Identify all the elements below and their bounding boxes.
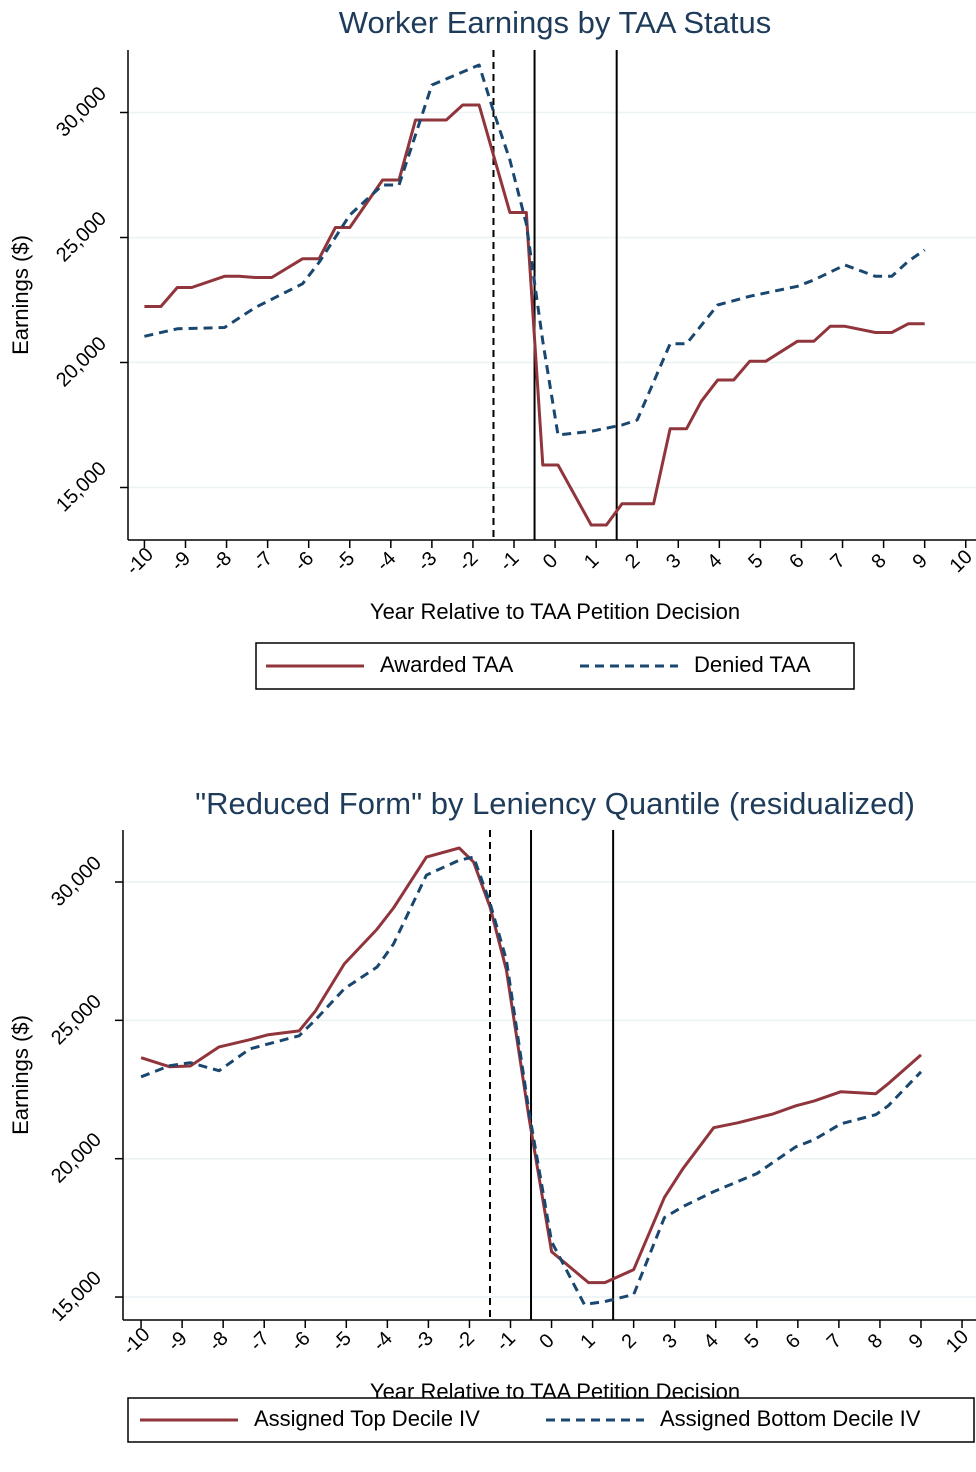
x-tick-label: -8	[208, 547, 236, 575]
x-tick-label: 1	[580, 550, 603, 573]
x-tick-label: 10	[942, 1326, 973, 1357]
y-tick-label: 15,000	[52, 458, 111, 517]
x-tick-label: 0	[539, 550, 562, 573]
x-tick-label: -9	[167, 547, 195, 575]
x-tick-label: -4	[369, 1327, 397, 1355]
x-axis-label: Year Relative to TAA Petition Decision	[370, 599, 740, 624]
x-tick-label: -5	[328, 1327, 356, 1355]
x-tick-label: -2	[451, 1327, 479, 1355]
x-tick-label: -5	[331, 547, 359, 575]
x-tick-label: -3	[413, 547, 441, 575]
x-tick-label: 7	[826, 550, 849, 573]
x-tick-label: -1	[492, 1327, 520, 1355]
x-tick-label: 3	[662, 550, 685, 573]
x-tick-label: 4	[703, 550, 726, 573]
series-line	[140, 855, 923, 1306]
x-tick-label: -6	[290, 547, 318, 575]
x-tick-label: -9	[164, 1327, 192, 1355]
y-tick-label: 30,000	[47, 852, 106, 911]
x-tick-label: 0	[535, 1330, 558, 1353]
y-axis-label: Earnings ($)	[8, 1015, 33, 1135]
x-tick-label: -2	[454, 547, 482, 575]
chart-title: "Reduced Form" by Leniency Quantile (res…	[195, 786, 915, 821]
x-tick-label: -6	[287, 1327, 315, 1355]
legend-box	[255, 642, 855, 690]
y-tick-label: 25,000	[47, 990, 106, 1049]
y-tick-label: 25,000	[52, 208, 111, 267]
y-axis-label: Earnings ($)	[8, 235, 33, 355]
x-tick-label: -10	[122, 543, 158, 579]
x-tick-label: 5	[744, 550, 767, 573]
series-line	[144, 63, 926, 437]
x-tick-label: 2	[617, 1330, 640, 1353]
x-tick-label: -10	[119, 1323, 155, 1359]
x-tick-label: 8	[864, 1330, 887, 1353]
x-tick-label: -1	[495, 547, 523, 575]
x-tick-label: 2	[621, 550, 644, 573]
y-tick-label: 20,000	[47, 1129, 106, 1188]
x-tick-label: 9	[908, 550, 931, 573]
series-line	[144, 103, 925, 527]
x-tick-label: 5	[741, 1330, 764, 1353]
x-tick-label: 6	[785, 550, 808, 573]
x-tick-label: 1	[576, 1330, 599, 1353]
chart-title: Worker Earnings by TAA Status	[339, 5, 771, 40]
legend-label: Assigned Top Decile IV	[254, 1406, 480, 1431]
x-tick-label: 9	[905, 1330, 928, 1353]
x-tick-label: 6	[782, 1330, 805, 1353]
x-tick-label: -3	[410, 1327, 438, 1355]
y-tick-label: 30,000	[52, 83, 111, 142]
x-tick-label: 10	[946, 546, 976, 577]
legend-label: Denied TAA	[694, 652, 811, 677]
x-tick-label: 3	[658, 1330, 681, 1353]
x-tick-label: -4	[372, 547, 400, 575]
x-tick-label: 8	[867, 550, 890, 573]
legend-label: Awarded TAA	[380, 652, 514, 677]
legend-label: Assigned Bottom Decile IV	[660, 1406, 921, 1431]
y-tick-label: 15,000	[47, 1267, 106, 1326]
x-tick-label: -8	[205, 1327, 233, 1355]
x-tick-label: -7	[249, 547, 277, 575]
y-tick-label: 20,000	[52, 333, 111, 392]
x-tick-label: 7	[823, 1330, 846, 1353]
x-tick-label: 4	[700, 1330, 723, 1353]
x-tick-label: -7	[246, 1327, 274, 1355]
